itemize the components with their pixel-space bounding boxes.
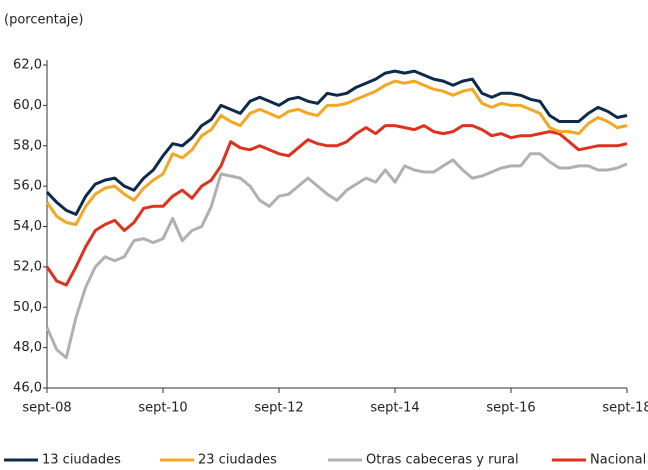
- legend-label: Otras cabeceras y rural: [366, 453, 519, 468]
- x-tick-label: sept-18: [602, 401, 648, 416]
- series-line: [45, 152, 628, 360]
- y-tick-label: 60,0: [13, 98, 42, 113]
- y-tick-label: 54,0: [13, 219, 42, 234]
- y-tick-label: 52,0: [13, 259, 42, 274]
- y-tick-label: 62,0: [13, 58, 42, 73]
- legend-label: 13 ciudades: [42, 453, 121, 468]
- y-tick-label: 56,0: [13, 179, 42, 194]
- y-tick-label: 48,0: [13, 340, 42, 355]
- y-tick-label: 58,0: [13, 138, 42, 153]
- x-tick-label: sept-08: [22, 401, 71, 416]
- y-tick-label: 46,0: [13, 381, 42, 396]
- legend-label: 23 ciudades: [198, 453, 277, 468]
- y-axis-label: (porcentaje): [4, 13, 83, 28]
- series-line: [45, 69, 628, 216]
- legend-label: Nacional: [590, 453, 646, 468]
- x-tick-label: sept-12: [254, 401, 303, 416]
- y-tick-label: 50,0: [13, 300, 42, 315]
- series-line: [45, 79, 628, 226]
- x-tick-label: sept-10: [138, 401, 187, 416]
- series-line: [45, 124, 628, 287]
- x-tick-label: sept-16: [486, 401, 535, 416]
- x-tick-label: sept-14: [370, 401, 419, 416]
